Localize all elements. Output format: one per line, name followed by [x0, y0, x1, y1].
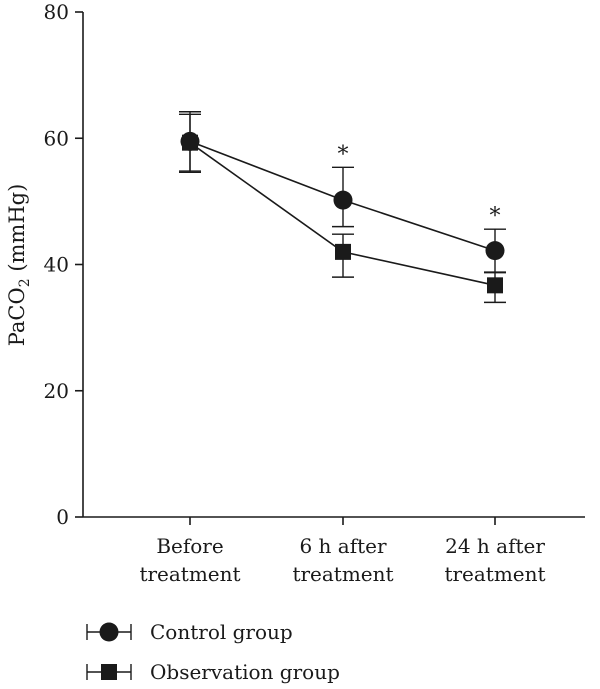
legend-item: Control group [86, 620, 293, 644]
y-tick-label: 40 [44, 253, 69, 277]
x-tick-label-line: Before [156, 534, 223, 558]
x-tick-label: 24 h after treatment [444, 534, 545, 586]
legend-label: Control group [150, 620, 293, 644]
x-tick-label-line: treatment [292, 562, 393, 586]
legend: Control group Observation group [86, 620, 340, 684]
x-tick-label: 6 h after treatment [292, 534, 393, 586]
legend-label: Observation group [150, 660, 340, 684]
data-point [182, 134, 198, 151]
legend-marker [99, 622, 119, 642]
y-tick-label: 60 [44, 126, 69, 150]
annotation-layer: ** [338, 142, 501, 229]
significance-marker: * [338, 142, 349, 167]
y-axis-label-base: PaCO [5, 287, 29, 346]
y-axis-label-subscript: 2 [17, 278, 33, 287]
axes [82, 12, 585, 518]
y-tick-label: 20 [44, 379, 69, 403]
data-point [485, 241, 505, 261]
data-point [487, 277, 503, 294]
data-point [333, 190, 353, 210]
y-axis-ticks: 0 20 40 60 80 [44, 0, 83, 529]
y-axis-label-unit: (mmHg) [5, 184, 29, 279]
x-tick-label: Before treatment [139, 534, 240, 586]
x-tick-label-line: 24 h after [445, 534, 545, 558]
x-tick-label-line: treatment [139, 562, 240, 586]
legend-marker [101, 664, 117, 680]
x-tick-label-line: treatment [444, 562, 545, 586]
y-tick-label: 80 [44, 0, 69, 24]
data-point [335, 243, 351, 260]
series-observation-group [179, 113, 506, 304]
x-tick-label-line: 6 h after [299, 534, 387, 558]
series-layer [179, 111, 506, 304]
significance-marker: * [490, 204, 501, 229]
y-axis-label: PaCO2 (mmHg) [5, 184, 33, 347]
legend-item: Observation group [86, 660, 340, 684]
y-tick-label: 0 [56, 505, 69, 529]
